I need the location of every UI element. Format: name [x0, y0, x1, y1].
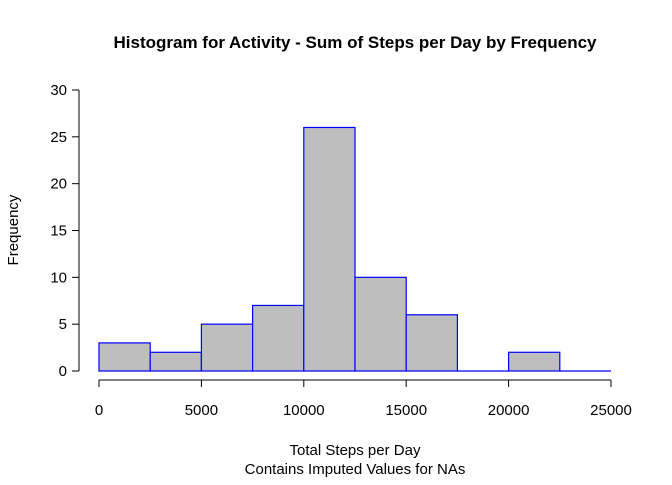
y-tick-label-4: 20	[50, 176, 67, 193]
x-tick-label-4: 20000	[488, 402, 530, 419]
x-tick-label-1: 5000	[185, 402, 218, 419]
y-tick-label-5: 25	[50, 129, 67, 146]
y-tick-label-1: 5	[59, 316, 67, 333]
y-tick-label-2: 10	[50, 269, 67, 286]
x-tick-label-0: 0	[95, 402, 103, 419]
y-tick-label-3: 15	[50, 223, 67, 240]
y-tick-label-0: 0	[59, 363, 67, 380]
histogram-bar-5	[354, 276, 407, 372]
y-tick-label-6: 30	[50, 82, 67, 99]
histogram-bar-4	[303, 126, 356, 372]
x-tick-label-2: 10000	[283, 402, 325, 419]
histogram-bar-2	[200, 323, 254, 372]
x-tick-label-3: 15000	[385, 402, 427, 419]
histogram-bars	[98, 126, 611, 372]
x-axis: 0 5000 10000 15000 20000 25000	[95, 379, 632, 419]
histogram-bar-1	[149, 351, 202, 372]
histogram-bar-6	[405, 314, 459, 372]
histogram-bar-3	[252, 304, 305, 372]
x-axis-label: Total Steps per Day	[290, 442, 421, 459]
x-tick-label-5: 25000	[590, 402, 632, 419]
x-axis-sublabel: Contains Imputed Values for NAs	[245, 461, 466, 478]
histogram-bar-0	[98, 342, 151, 372]
y-axis: 0 5 10 15 20 25 30	[50, 82, 80, 380]
histogram-bar-8	[508, 351, 561, 372]
chart-title: Histogram for Activity - Sum of Steps pe…	[113, 33, 597, 52]
y-axis-label: Frequency	[5, 194, 22, 265]
